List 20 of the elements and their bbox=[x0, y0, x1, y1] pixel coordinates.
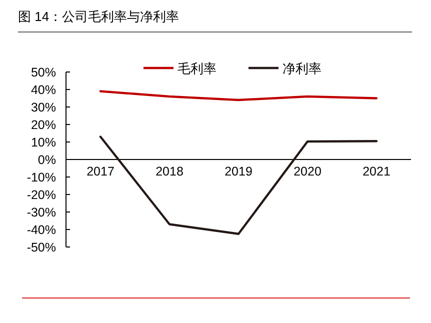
legend-label: 毛利率 bbox=[178, 61, 216, 76]
x-tick-label: 2017 bbox=[86, 164, 114, 178]
x-tick-label: 2018 bbox=[156, 164, 184, 178]
line-series bbox=[99, 90, 378, 102]
y-tick-label: -10% bbox=[26, 170, 56, 184]
y-tick-label: -50% bbox=[26, 240, 56, 254]
y-tick-label: 20% bbox=[30, 118, 56, 132]
y-tick-label: -40% bbox=[26, 223, 56, 237]
x-tick-label: 2019 bbox=[224, 164, 252, 178]
chart-title: 图 14：公司毛利率与净利率 bbox=[18, 9, 180, 24]
y-tick-label: 10% bbox=[30, 136, 56, 150]
y-tick-label: -20% bbox=[26, 188, 56, 202]
x-tick-label: 2020 bbox=[294, 164, 322, 178]
y-tick-label: 50% bbox=[30, 66, 56, 80]
y-tick-label: 40% bbox=[30, 83, 56, 97]
x-tick-label: 2021 bbox=[362, 164, 390, 178]
legend-label: 净利率 bbox=[282, 61, 322, 76]
y-tick-label: 0% bbox=[38, 153, 56, 167]
y-tick-label: -30% bbox=[26, 206, 56, 220]
y-tick-label: 30% bbox=[30, 100, 56, 114]
